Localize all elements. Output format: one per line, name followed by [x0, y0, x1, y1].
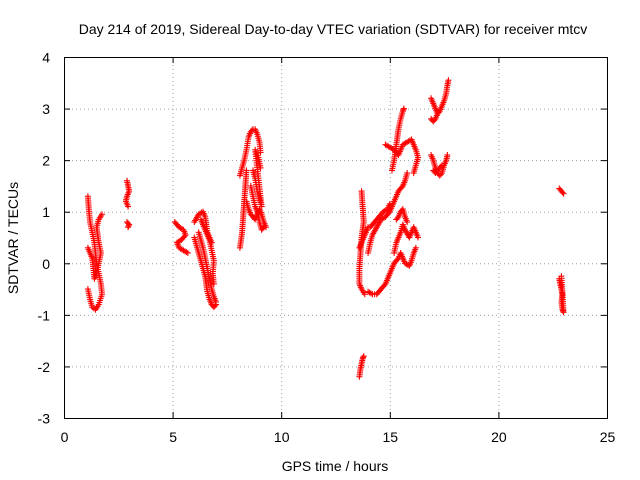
data-point: [360, 353, 367, 360]
data-point: [437, 171, 444, 178]
plot-frame: [64, 57, 608, 419]
chart-title: Day 214 of 2019, Sidereal Day-to-day VTE…: [79, 21, 588, 37]
data-point: [183, 249, 190, 256]
data-point: [361, 291, 368, 298]
data-points: [84, 77, 567, 380]
data-point: [559, 189, 566, 196]
data-point: [431, 117, 438, 124]
y-tick-label: 2: [42, 153, 50, 169]
data-point: [260, 224, 267, 231]
y-tick-label: -2: [38, 359, 51, 375]
data-point: [412, 244, 419, 251]
data-point: [560, 190, 567, 197]
x-tick-label: 25: [600, 429, 616, 445]
data-point: [211, 302, 218, 309]
x-tick-label: 5: [169, 429, 177, 445]
data-point: [410, 170, 417, 177]
data-point: [404, 219, 411, 226]
y-tick-label: 1: [42, 204, 50, 220]
y-tick-label: -1: [38, 307, 51, 323]
data-point: [210, 280, 217, 287]
y-tick-label: -3: [38, 411, 51, 427]
data-point: [415, 234, 422, 241]
data-point: [125, 203, 132, 210]
data-point: [213, 298, 220, 305]
y-tick-label: 3: [42, 101, 50, 117]
y-tick-label: 0: [42, 256, 50, 272]
data-point: [381, 282, 388, 289]
data-point: [84, 286, 91, 293]
data-point: [444, 151, 451, 158]
data-point: [257, 149, 264, 156]
data-point: [445, 77, 452, 84]
data-point: [367, 290, 374, 297]
data-point: [125, 224, 132, 231]
x-tick-label: 10: [274, 429, 290, 445]
data-point: [558, 273, 565, 280]
grid: [64, 57, 607, 418]
data-point: [404, 170, 411, 177]
x-tick-label: 20: [491, 429, 507, 445]
data-point: [394, 215, 401, 222]
y-tick-label: 4: [42, 50, 50, 66]
data-point: [257, 164, 264, 171]
data-point: [243, 167, 250, 174]
x-tick-label: 15: [383, 429, 399, 445]
data-point: [259, 225, 266, 232]
x-axis-label: GPS time / hours: [282, 458, 389, 474]
data-point: [386, 200, 393, 207]
data-point: [437, 163, 444, 170]
x-tick-label: 0: [61, 429, 69, 445]
data-point: [99, 211, 106, 218]
data-point: [398, 184, 405, 191]
data-point: [435, 109, 442, 116]
data-point: [394, 256, 401, 263]
data-point: [184, 249, 191, 256]
y-axis-label: SDTVAR / TECUs: [5, 182, 21, 294]
data-point: [400, 105, 407, 112]
data-point: [434, 110, 441, 117]
data-point: [438, 162, 445, 169]
data-point: [385, 210, 392, 217]
